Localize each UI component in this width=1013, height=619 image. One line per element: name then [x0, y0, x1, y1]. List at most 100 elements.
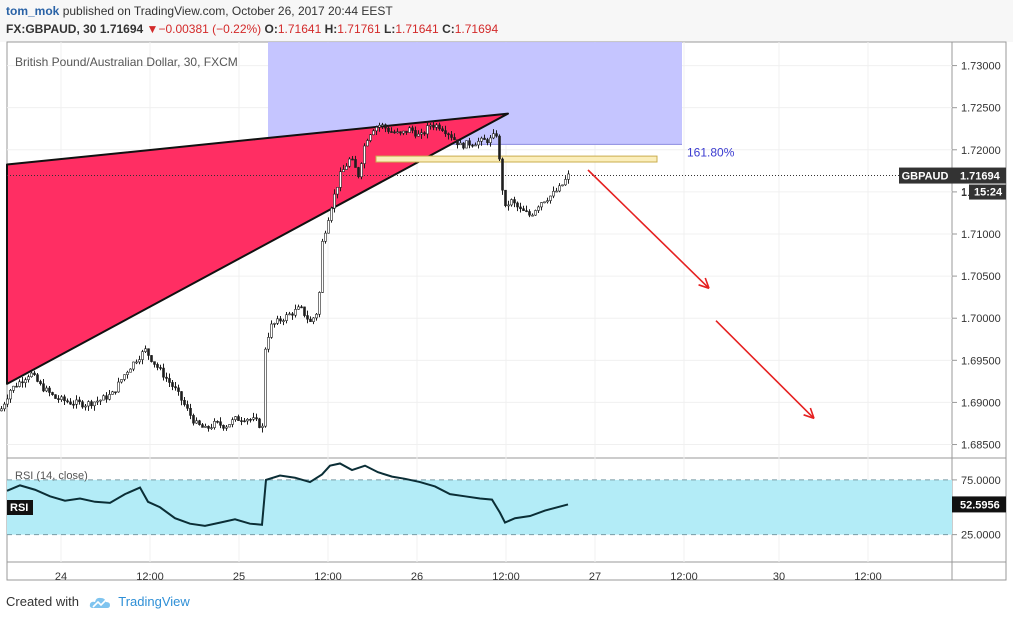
candle-body [474, 144, 477, 147]
candle-body [84, 405, 87, 408]
high-label: H: [324, 22, 338, 36]
candle-body [201, 424, 204, 428]
candle-body [261, 425, 264, 428]
candle-body [123, 374, 126, 380]
candle-body [324, 232, 327, 242]
candle-body [456, 139, 459, 146]
candle-body [381, 124, 384, 127]
candle-body [468, 140, 471, 146]
candle-body [258, 418, 261, 428]
candle-body [417, 133, 420, 137]
candle-body [276, 318, 279, 324]
publish-line: tom_mok published on TradingView.com, Oc… [6, 4, 393, 18]
candle-body [93, 401, 96, 407]
candle-body [552, 190, 555, 197]
candle-body [9, 390, 12, 400]
y-tick-label: 1.72500 [961, 103, 1001, 115]
countdown-prefix: 1 [961, 187, 967, 199]
candle-body [540, 202, 543, 208]
candle-body [327, 220, 330, 234]
candle-body [360, 163, 363, 178]
candle-body [153, 361, 156, 365]
candle-body [111, 391, 114, 395]
candle-body [543, 201, 546, 204]
candle-body [36, 374, 39, 382]
y-tick-label: 1.68500 [961, 440, 1001, 452]
rsi-pane [6, 462, 952, 536]
footer: Created with TradingView [6, 594, 190, 610]
candle-body [33, 372, 36, 376]
candle-body [108, 394, 111, 400]
candle-body [240, 420, 243, 422]
x-tick-label: 24 [55, 571, 67, 583]
candle-body [150, 355, 153, 362]
candle-body [411, 127, 414, 131]
candle-body [309, 318, 312, 322]
candle-body [63, 396, 66, 402]
candle-body [378, 125, 381, 128]
candle-body [81, 401, 84, 408]
candle-body [330, 207, 333, 221]
candle-body [423, 132, 426, 135]
candle-body [216, 421, 219, 423]
candle-body [177, 387, 180, 392]
footer-prefix: Created with [6, 594, 79, 609]
x-tick-label: 12:00 [314, 571, 342, 583]
candle-body [144, 348, 147, 352]
candle-body [306, 315, 309, 320]
footer-brand-link[interactable]: TradingView [118, 594, 190, 609]
forecast-arrowhead [809, 407, 815, 419]
target-zone-rect [375, 155, 658, 163]
candle-body [345, 165, 348, 170]
candle-body [255, 417, 258, 420]
candle-body [357, 167, 360, 178]
candle-body [522, 208, 525, 211]
tradingview-cloud-icon [89, 597, 110, 608]
candle-body [285, 314, 288, 321]
candle-body [90, 401, 93, 407]
chart-header: tom_mok published on TradingView.com, Oc… [0, 0, 1013, 42]
candle-body [450, 134, 453, 138]
axis-labels: 24 12:00 25 12:00 26 12:00 27 12:00 30 12:00 1.730… [7, 61, 1006, 583]
candle-body [264, 348, 267, 427]
candle-body [147, 348, 150, 356]
candle-body [519, 206, 522, 210]
candle-body [180, 391, 183, 401]
candle-body [129, 368, 132, 373]
candle-body [72, 403, 75, 406]
candle-body [438, 124, 441, 130]
candle-body [69, 401, 72, 405]
candle-body [267, 337, 270, 350]
candle-body [402, 130, 405, 134]
candle-body [453, 137, 456, 141]
candle-body [183, 399, 186, 405]
candle-body [87, 401, 90, 407]
candle-body [246, 418, 249, 422]
x-tick-label: 25 [233, 571, 245, 583]
open-value: 1.71641 [277, 22, 322, 36]
y-tick-label: 1.73000 [961, 61, 1001, 73]
forecast-arrowhead [704, 277, 710, 289]
candle-body [480, 137, 483, 142]
candle-body [399, 131, 402, 134]
candle-body [105, 395, 108, 400]
y-tick-label: 1.70500 [961, 271, 1001, 283]
candle-body [6, 398, 9, 405]
x-tick-label: 12:00 [670, 571, 698, 583]
candle-body [120, 379, 123, 383]
candle-body [558, 185, 561, 192]
candle-body [204, 425, 207, 428]
candle-body [219, 421, 222, 426]
candle-body [369, 134, 372, 141]
candle-body [198, 420, 201, 425]
candle-body [432, 124, 435, 128]
candle-body [498, 135, 501, 160]
candle-body [192, 415, 195, 424]
author-link[interactable]: tom_mok [6, 4, 60, 18]
candle-body [102, 395, 105, 401]
x-tick-label: 26 [411, 571, 423, 583]
candle-body [555, 190, 558, 193]
candle-body [441, 128, 444, 131]
forecast-arrow-line [715, 320, 815, 419]
forecast-arrowhead [803, 414, 815, 420]
